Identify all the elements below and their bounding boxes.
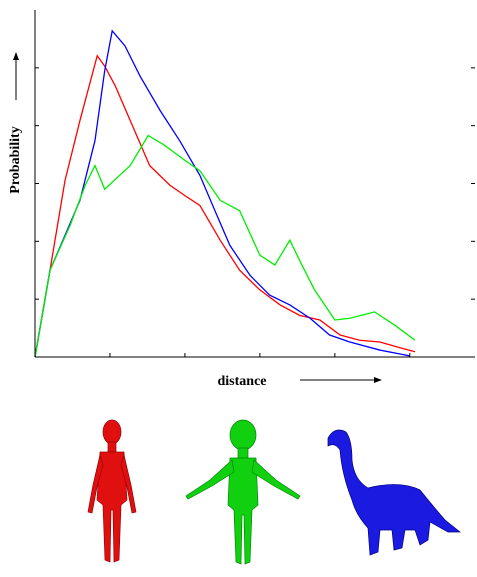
- series-line: [34, 29, 410, 358]
- green-model: [185, 419, 301, 565]
- x-arrow-head: [374, 377, 382, 383]
- y-axis-label: Probability: [8, 126, 23, 193]
- series-line: [34, 134, 416, 358]
- y-arrow-head: [13, 52, 19, 60]
- blue-model: [327, 429, 461, 556]
- chart: [34, 29, 475, 358]
- series-line: [34, 54, 416, 358]
- x-axis-label: distance: [218, 374, 267, 389]
- red-model: [87, 419, 137, 563]
